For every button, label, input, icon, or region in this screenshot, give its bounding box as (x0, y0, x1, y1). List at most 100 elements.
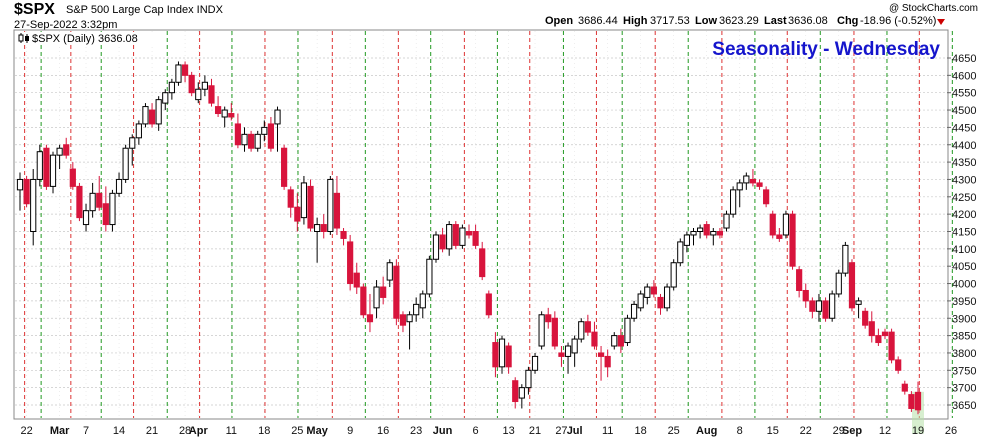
candle-body-down (597, 352, 605, 357)
candle-body-up (155, 99, 162, 125)
x-tick-label: 12 (879, 425, 891, 437)
candle (895, 356, 902, 374)
candle-body-up (815, 300, 823, 312)
candle-body-up (571, 338, 578, 354)
y-tick-label: 3700 (952, 383, 976, 395)
candle-body-up (221, 109, 228, 118)
candle (518, 384, 525, 409)
y-tick-label: 4300 (952, 174, 976, 186)
candle (525, 366, 532, 395)
y-tick-label: 4400 (952, 140, 976, 152)
symbol-description: S&P 500 Large Cap Index INDX (66, 4, 224, 16)
candle (181, 61, 189, 83)
candle-body-up (314, 224, 321, 232)
x-tick-label: 8 (737, 425, 743, 437)
candle (472, 224, 479, 249)
candle-body-up (624, 317, 631, 344)
candle-body-down (492, 342, 499, 368)
candle-body-up (30, 178, 37, 232)
candle (399, 311, 407, 333)
candle (314, 217, 321, 263)
candle (327, 175, 334, 235)
candle-body-up (690, 231, 697, 236)
candle (822, 297, 829, 322)
candle-body-up (274, 109, 281, 125)
candle (452, 221, 459, 249)
y-tick-label: 4650 (952, 53, 976, 65)
y-tick-label: 4150 (952, 227, 976, 239)
candle (36, 144, 43, 187)
candle (386, 259, 393, 288)
candle (201, 75, 208, 97)
candle (320, 214, 327, 239)
candle-body-up (89, 192, 96, 212)
candle (479, 241, 486, 281)
candle-body-down (347, 241, 354, 285)
candle-body-up (564, 345, 572, 357)
candle (908, 391, 915, 412)
candle-body-down (393, 265, 400, 319)
y-tick-label: 4500 (952, 105, 976, 117)
low-value: 3623.29 (719, 15, 759, 27)
candle (650, 280, 657, 298)
candle-body-up (115, 178, 123, 194)
x-tick-label: May (306, 425, 328, 437)
candle (432, 231, 440, 263)
candle (274, 106, 281, 152)
candle (736, 179, 743, 208)
candle-body-down (188, 74, 195, 94)
candle (545, 307, 552, 329)
candle (175, 61, 182, 86)
x-tick-label: 27 (555, 425, 567, 437)
y-tick-label: 4600 (952, 70, 976, 82)
x-tick-label: 29 (833, 425, 845, 437)
candle-body-up (710, 231, 717, 236)
candle (49, 151, 57, 194)
candle-body-down (769, 213, 776, 236)
candle-body-up (697, 227, 704, 232)
candle-body-up (49, 154, 57, 187)
candle-body-up (122, 147, 129, 180)
candle-body-down (320, 224, 327, 232)
x-tick-label: 18 (258, 425, 270, 437)
candle-body-up (730, 189, 737, 215)
x-tick-label: 11 (602, 425, 613, 437)
candle-body-up (36, 151, 43, 180)
y-tick-label: 4350 (952, 157, 976, 169)
candle (96, 175, 103, 211)
candle (148, 103, 156, 128)
candle-body-up (531, 355, 539, 371)
y-tick-label: 3650 (952, 400, 976, 412)
candle (214, 96, 222, 117)
candle-body-up (670, 262, 677, 288)
candle-body-down (908, 394, 915, 409)
candle (914, 381, 922, 415)
candle (591, 321, 598, 350)
x-tick-label: 13 (502, 425, 514, 437)
candle-body-down (862, 310, 869, 326)
x-tick-label: 18 (635, 425, 647, 437)
candle-body-up (254, 133, 261, 149)
candle-body-down (465, 231, 473, 236)
candle-body-down (584, 321, 591, 333)
candle-body-down (868, 321, 875, 337)
chg-label: Chg (837, 15, 858, 27)
candle-body-up (406, 314, 413, 323)
candle (683, 231, 690, 253)
x-tick-label: Jul (567, 425, 583, 437)
candle (697, 224, 704, 239)
candle (168, 78, 175, 100)
x-tick-label: 6 (473, 425, 479, 437)
candle (23, 175, 30, 208)
candle-body-down (657, 296, 664, 309)
candle-body-down (901, 383, 908, 392)
candle-body-down (888, 331, 895, 361)
candle (492, 332, 499, 378)
candle (749, 169, 757, 187)
candle-body-up (842, 244, 849, 274)
candle-body-up (129, 137, 136, 149)
candle-body-up (663, 286, 671, 309)
candle (89, 182, 96, 218)
x-tick-label: Apr (189, 425, 209, 437)
candle (16, 172, 24, 211)
